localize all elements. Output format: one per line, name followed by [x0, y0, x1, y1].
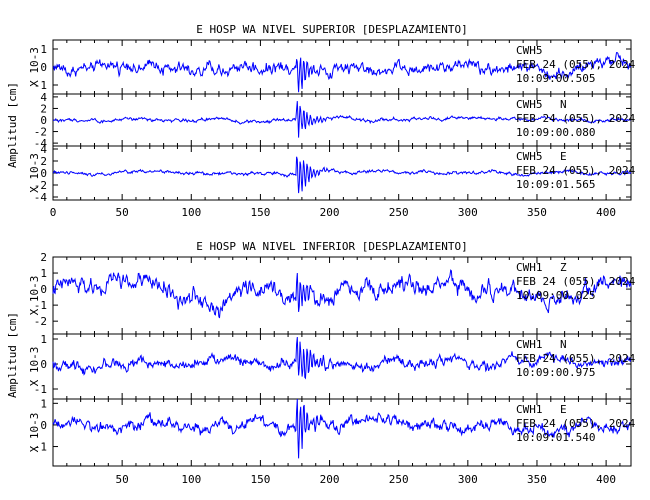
- station-name: CWH5: [516, 98, 543, 111]
- component-name: E: [560, 150, 567, 163]
- y-tick-label: 2: [40, 251, 47, 264]
- y-tick-label: 0: [40, 419, 47, 432]
- x-tick-label: 350: [527, 473, 547, 486]
- date-label: FEB 24 (055), 2024: [516, 352, 636, 365]
- x-tick-label: 400: [596, 206, 616, 219]
- x-tick-label: 0: [50, 206, 57, 219]
- time-label: 10:09:00.975: [516, 366, 595, 379]
- station-name: CWH1: [516, 338, 543, 351]
- time-label: 10:09:00.080: [516, 126, 595, 139]
- chart-title: E HOSP WA NIVEL SUPERIOR [DESPLAZAMIENTO…: [196, 23, 468, 36]
- y-tick-label: 0: [40, 358, 47, 371]
- seismogram-group-2: E HOSP WA NIVEL INFERIOR [DESPLAZAMIENTO…: [6, 240, 636, 486]
- x-tick-label: 300: [458, 473, 478, 486]
- date-label: FEB 24 (055), 2024: [516, 58, 636, 71]
- station-name: CWH1: [516, 403, 543, 416]
- y-tick-label: 0: [40, 114, 47, 127]
- y-tick-label: 4: [40, 143, 47, 156]
- x-tick-label: 400: [596, 473, 616, 486]
- x-tick-label: 150: [250, 473, 270, 486]
- y-tick-label: 0: [40, 61, 47, 74]
- x-tick-label: 150: [250, 206, 270, 219]
- time-label: 10:09:00.505: [516, 72, 595, 85]
- y-tick-label: 1: [40, 333, 47, 346]
- date-label: FEB 24 (055), 2024: [516, 275, 636, 288]
- series-line-CWH5-E: [52, 156, 632, 194]
- unit-label: X 10-3: [28, 153, 41, 193]
- x-tick-label: 50: [116, 473, 129, 486]
- y-tick-label: -1: [34, 441, 47, 454]
- component-name: Z: [560, 261, 567, 274]
- y-tick-label: -4: [34, 137, 48, 150]
- y-tick-label: -2: [34, 179, 47, 192]
- series-line-CWH1-E: [52, 398, 631, 459]
- x-tick-label: 350: [527, 206, 547, 219]
- seismogram-group-1: E HOSP WA NIVEL SUPERIOR [DESPLAZAMIENTO…: [6, 23, 636, 219]
- x-tick-label: 300: [458, 206, 478, 219]
- x-tick-label: 250: [389, 206, 409, 219]
- time-label: 10:09:01.540: [516, 431, 595, 444]
- y-tick-label: -1: [34, 383, 47, 396]
- y-tick-label: 1: [40, 397, 47, 410]
- unit-label: X 10-3: [28, 276, 41, 316]
- x-tick-label: 250: [389, 473, 409, 486]
- y-tick-label: -4: [34, 191, 48, 204]
- y-tick-label: 1: [40, 267, 47, 280]
- series-line-CWH1-Z: [52, 269, 632, 319]
- unit-label: X 10-3: [28, 47, 41, 87]
- date-label: FEB 24 (055), 2024: [516, 417, 636, 430]
- y-axis-label: Amplitud [cm]: [6, 82, 19, 168]
- y-axis-label: Amplitud [cm]: [6, 312, 19, 398]
- panel-frame: [52, 398, 632, 467]
- unit-label: X 10-3: [28, 347, 41, 387]
- series-line-CWH5-Z: [52, 52, 632, 93]
- unit-label: X 10-3: [28, 413, 41, 453]
- station-name: CWH5: [516, 44, 543, 57]
- series-line-CWH1-N: [52, 336, 632, 380]
- y-tick-label: -1: [34, 79, 47, 92]
- y-tick-label: 2: [40, 102, 47, 115]
- date-label: FEB 24 (055), 2024: [516, 164, 636, 177]
- y-tick-label: 4: [40, 91, 47, 104]
- station-name: CWH1: [516, 261, 543, 274]
- station-name: CWH5: [516, 150, 543, 163]
- x-tick-label: 100: [181, 206, 201, 219]
- x-tick-label: 50: [116, 206, 129, 219]
- x-tick-label: 100: [181, 473, 201, 486]
- y-tick-label: -2: [34, 126, 47, 139]
- x-tick-label: 200: [320, 206, 340, 219]
- component-name: E: [560, 403, 567, 416]
- time-label: 10:09:00.025: [516, 289, 595, 302]
- date-label: FEB 24 (055), 2024: [516, 112, 636, 125]
- y-tick-label: 0: [40, 283, 47, 296]
- component-name: N: [560, 338, 567, 351]
- x-tick-label: 200: [320, 473, 340, 486]
- y-tick-label: 1: [40, 43, 47, 56]
- y-tick-label: 0: [40, 167, 47, 180]
- component-name: N: [560, 98, 567, 111]
- y-tick-label: 2: [40, 155, 47, 168]
- y-tick-label: -1: [34, 299, 47, 312]
- time-label: 10:09:01.565: [516, 178, 595, 191]
- chart-title: E HOSP WA NIVEL INFERIOR [DESPLAZAMIENTO…: [196, 240, 468, 253]
- series-line-CWH5-N: [52, 101, 632, 138]
- y-tick-label: -2: [34, 315, 47, 328]
